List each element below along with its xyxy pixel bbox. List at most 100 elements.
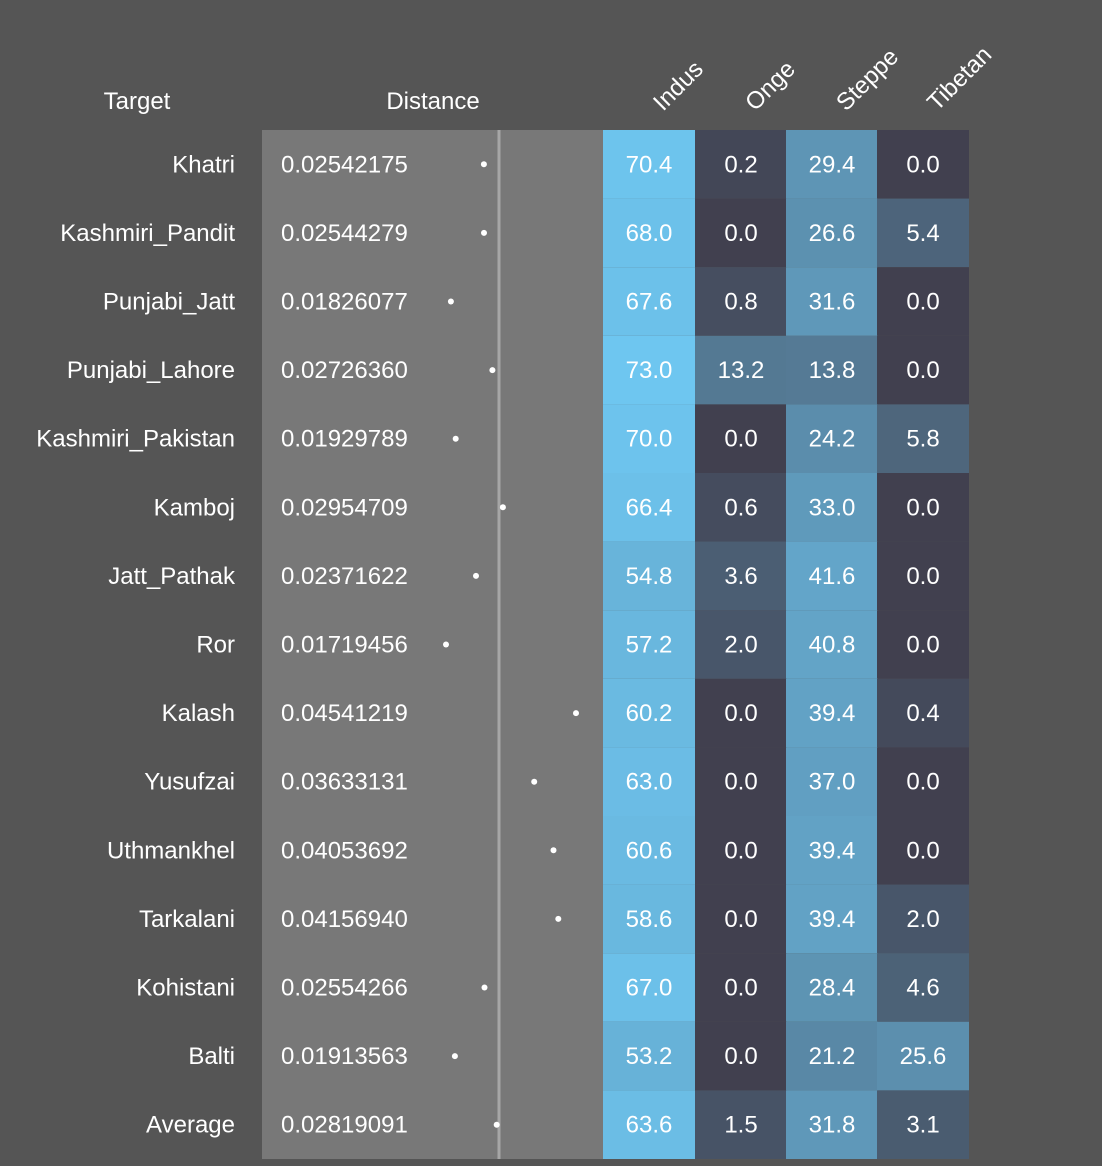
heat-cell-value: 28.4 <box>809 975 856 1002</box>
heat-cell-value: 63.6 <box>626 1112 673 1139</box>
distance-value: 0.01929789 <box>281 426 408 453</box>
heat-cell-indus <box>603 130 695 199</box>
heat-cell-value: 5.8 <box>906 426 939 453</box>
heat-cell-onge <box>695 198 787 268</box>
heat-cell-indus <box>603 678 695 748</box>
heat-cell-tibetan <box>877 404 969 473</box>
heat-cell-steppe <box>786 816 878 885</box>
heat-cell-value: 29.4 <box>809 151 856 178</box>
heat-cell-tibetan <box>877 1021 969 1091</box>
heat-cell-onge <box>695 404 787 473</box>
row-label: Khatri <box>172 151 235 178</box>
heat-cell-value: 0.0 <box>724 906 757 933</box>
heat-cell-value: 0.0 <box>724 769 757 796</box>
heat-cell-value: 3.6 <box>724 563 757 590</box>
heat-cell-value: 70.0 <box>626 426 673 453</box>
heat-cell-value: 0.2 <box>724 151 757 178</box>
row-label: Yusufzai <box>144 769 235 796</box>
heat-cell-indus <box>603 1090 695 1159</box>
row-label: Kashmiri_Pandit <box>60 220 235 247</box>
distance-value: 0.04156940 <box>281 906 408 933</box>
heat-cell-tibetan <box>877 884 969 954</box>
heat-cell-tibetan <box>877 816 969 885</box>
heat-cell-value: 21.2 <box>809 1043 856 1070</box>
heat-cell-value: 31.8 <box>809 1112 856 1139</box>
heat-cell-onge <box>695 610 787 679</box>
heat-cell-value: 37.0 <box>809 769 856 796</box>
heat-cell-onge <box>695 678 787 748</box>
distance-value: 0.02554266 <box>281 975 408 1002</box>
heat-cell-onge <box>695 1090 787 1159</box>
distance-value: 0.02371622 <box>281 563 408 590</box>
heat-cell-indus <box>603 335 695 405</box>
column-header-indus: Indus <box>648 56 709 117</box>
heat-cell-tibetan <box>877 1090 969 1159</box>
heat-cell-value: 0.0 <box>724 975 757 1002</box>
row-label: Kohistani <box>136 975 235 1002</box>
heat-cell-value: 40.8 <box>809 632 856 659</box>
distance-value: 0.04541219 <box>281 700 408 727</box>
heat-cell-indus <box>603 473 695 542</box>
heat-cell-steppe <box>786 747 878 816</box>
heat-cell-tibetan <box>877 953 969 1022</box>
distance-dot <box>473 572 479 579</box>
heat-cell-value: 0.0 <box>906 563 939 590</box>
distance-value: 0.02542175 <box>281 151 408 178</box>
heat-cell-value: 0.8 <box>724 289 757 316</box>
heat-cell-onge <box>695 267 787 336</box>
heat-cell-value: 0.6 <box>724 494 757 521</box>
heat-cell-value: 25.6 <box>900 1043 947 1070</box>
heat-cell-indus <box>603 816 695 885</box>
heat-cell-steppe <box>786 1021 878 1091</box>
heat-cell-indus <box>603 884 695 954</box>
distance-dot <box>451 1053 458 1060</box>
distance-value: 0.03633131 <box>281 769 408 796</box>
heat-cell-value: 70.4 <box>626 151 673 178</box>
heat-cell-value: 4.6 <box>906 975 939 1002</box>
heat-cell-onge <box>695 953 787 1022</box>
heat-cell-onge <box>695 1021 787 1091</box>
heat-cell-onge <box>695 884 787 954</box>
heat-cell-value: 2.0 <box>906 906 939 933</box>
distance-dot <box>493 1121 500 1128</box>
heat-cell-value: 41.6 <box>809 563 856 590</box>
distance-value: 0.01719456 <box>281 632 408 659</box>
heat-cell-value: 60.6 <box>626 837 673 864</box>
row-label: Balti <box>188 1043 235 1070</box>
heat-cell-tibetan <box>877 130 969 199</box>
heat-cell-indus <box>603 610 695 679</box>
heat-cell-steppe <box>786 130 878 199</box>
heat-cell-value: 13.2 <box>718 357 765 384</box>
heat-cell-tibetan <box>877 198 969 268</box>
heat-cell-onge <box>695 473 787 542</box>
distance-dot <box>443 641 449 648</box>
heat-cell-value: 67.6 <box>626 289 673 316</box>
heat-cell-tibetan <box>877 473 969 542</box>
heat-cell-tibetan <box>877 678 969 748</box>
heat-cell-indus <box>603 198 695 268</box>
heat-cell-value: 13.8 <box>809 357 856 384</box>
column-header-onge: Onge <box>740 56 801 117</box>
distance-value: 0.02726360 <box>281 357 408 384</box>
heat-cell-value: 5.4 <box>906 220 939 247</box>
heat-cell-steppe <box>786 953 878 1022</box>
column-header-tibetan: Tibetan <box>922 41 997 116</box>
row-label: Average <box>146 1112 235 1139</box>
heat-cell-value: 39.4 <box>809 837 856 864</box>
heat-cell-steppe <box>786 884 878 954</box>
heat-cell-indus <box>603 267 695 336</box>
heat-cell-value: 54.8 <box>626 563 673 590</box>
heat-cell-value: 0.0 <box>906 494 939 521</box>
heat-cell-value: 0.0 <box>906 837 939 864</box>
distance-dot <box>489 367 496 374</box>
distance-dot <box>452 435 459 442</box>
row-label: Uthmankhel <box>107 837 235 864</box>
distance-value: 0.02954709 <box>281 494 408 521</box>
row-label: Punjabi_Lahore <box>67 357 235 384</box>
heat-cell-onge <box>695 747 787 816</box>
heat-cell-value: 68.0 <box>626 220 673 247</box>
heat-cell-value: 0.0 <box>906 289 939 316</box>
heat-cell-value: 2.0 <box>724 632 757 659</box>
distance-dot <box>447 298 454 305</box>
